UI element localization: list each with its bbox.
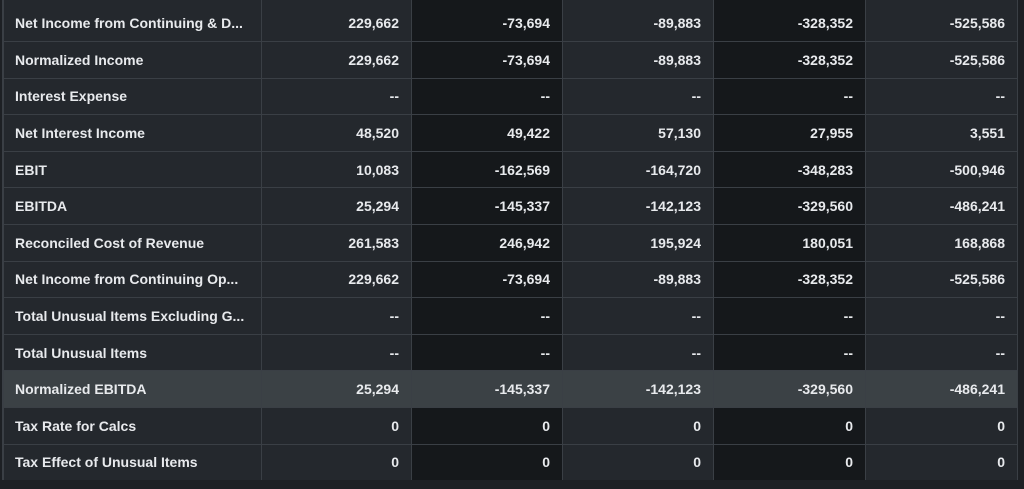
- row-value-col-2: --: [411, 77, 563, 116]
- row-value-col-4: -328,352: [713, 260, 866, 299]
- row-value-col-5: 0: [865, 406, 1018, 445]
- table-row[interactable]: EBIT 10,083 -162,569 -164,720 -348,283 -500,9…: [3, 150, 1018, 189]
- row-value-col-1: --: [261, 333, 412, 372]
- row-value-col-3: 57,130: [562, 114, 714, 152]
- row-label: Tax Rate for Calcs: [3, 406, 262, 445]
- row-value-col-4: 180,051: [713, 223, 866, 262]
- row-value-col-4: --: [713, 77, 866, 116]
- row-value-col-1: --: [261, 77, 412, 116]
- row-value-col-2: 0: [411, 443, 563, 482]
- row-value-col-3: -89,883: [562, 41, 714, 79]
- table-row[interactable]: Net Income from Continuing & D... 229,662…: [3, 0, 1018, 42]
- row-label: Net Income from Continuing & D...: [3, 0, 262, 42]
- row-value-col-5: --: [865, 297, 1018, 335]
- row-value-col-5: -500,946: [865, 150, 1018, 189]
- row-value-col-4: -328,352: [713, 0, 866, 42]
- row-value-col-3: --: [562, 333, 714, 372]
- row-value-col-4: 0: [713, 406, 866, 445]
- financials-table-container: Net Income from Continuing & D... 229,662…: [2, 0, 1018, 482]
- row-label: Normalized Income: [3, 41, 262, 79]
- row-value-col-5: -525,586: [865, 0, 1018, 42]
- row-label: Tax Effect of Unusual Items: [3, 443, 262, 482]
- row-value-col-1: 10,083: [261, 150, 412, 189]
- row-value-col-1: 229,662: [261, 41, 412, 79]
- row-value-col-2: 246,942: [411, 223, 563, 262]
- financials-table: Net Income from Continuing & D... 229,662…: [3, 0, 1018, 482]
- row-value-col-4: --: [713, 333, 866, 372]
- row-value-col-4: --: [713, 297, 866, 335]
- row-value-col-2: -73,694: [411, 260, 563, 299]
- bottom-margin: [0, 480, 1024, 489]
- row-label: Net Income from Continuing Op...: [3, 260, 262, 299]
- row-value-col-5: -525,586: [865, 41, 1018, 79]
- table-row[interactable]: Reconciled Cost of Revenue 261,583 246,942…: [3, 223, 1018, 262]
- row-value-col-2: 49,422: [411, 114, 563, 152]
- row-label: EBITDA: [3, 187, 262, 225]
- row-value-col-3: -142,123: [562, 370, 714, 408]
- row-value-col-3: 0: [562, 443, 714, 482]
- row-value-col-3: 195,924: [562, 223, 714, 262]
- row-value-col-5: --: [865, 333, 1018, 372]
- row-value-col-4: -329,560: [713, 370, 866, 408]
- row-value-col-5: 168,868: [865, 223, 1018, 262]
- row-value-col-1: 229,662: [261, 0, 412, 42]
- row-value-col-5: --: [865, 77, 1018, 116]
- row-label: EBIT: [3, 150, 262, 189]
- row-value-col-2: -145,337: [411, 370, 563, 408]
- row-label: Reconciled Cost of Revenue: [3, 223, 262, 262]
- row-value-col-2: -162,569: [411, 150, 563, 189]
- table-row[interactable]: Tax Rate for Calcs 0 0 0 0 0: [3, 406, 1018, 445]
- row-value-col-1: 0: [261, 406, 412, 445]
- table-row[interactable]: Net Interest Income 48,520 49,422 57,130 27,…: [3, 114, 1018, 152]
- table-row[interactable]: Normalized Income 229,662 -73,694 -89,883 -3…: [3, 41, 1018, 79]
- row-value-col-2: -73,694: [411, 0, 563, 42]
- row-label: Total Unusual Items Excluding G...: [3, 297, 262, 335]
- row-value-col-1: 229,662: [261, 260, 412, 299]
- row-value-col-1: 25,294: [261, 187, 412, 225]
- row-value-col-5: -486,241: [865, 187, 1018, 225]
- row-value-col-5: -486,241: [865, 370, 1018, 408]
- row-label: Interest Expense: [3, 77, 262, 116]
- row-value-col-4: 0: [713, 443, 866, 482]
- row-value-col-5: -525,586: [865, 260, 1018, 299]
- row-value-col-4: -329,560: [713, 187, 866, 225]
- row-value-col-4: -328,352: [713, 41, 866, 79]
- table-row[interactable]: Net Income from Continuing Op... 229,662-…: [3, 260, 1018, 299]
- row-value-col-2: 0: [411, 406, 563, 445]
- row-value-col-2: -73,694: [411, 41, 563, 79]
- row-value-col-5: 3,551: [865, 114, 1018, 152]
- row-value-col-1: 25,294: [261, 370, 412, 408]
- row-value-col-3: --: [562, 77, 714, 116]
- row-value-col-1: 0: [261, 443, 412, 482]
- row-value-col-3: --: [562, 297, 714, 335]
- table-row[interactable]: EBITDA 25,294 -145,337 -142,123 -329,560 -486…: [3, 187, 1018, 225]
- table-row[interactable]: Tax Effect of Unusual Items 0 0 0 0 0: [3, 443, 1018, 482]
- row-value-col-3: -89,883: [562, 0, 714, 42]
- row-value-col-2: -145,337: [411, 187, 563, 225]
- row-value-col-5: 0: [865, 443, 1018, 482]
- row-label: Total Unusual Items: [3, 333, 262, 372]
- table-row[interactable]: Total Unusual Items Excluding G... -- -- --…: [3, 297, 1018, 335]
- row-value-col-1: 261,583: [261, 223, 412, 262]
- row-value-col-1: --: [261, 297, 412, 335]
- table-row[interactable]: Total Unusual Items -- -- -- -- --: [3, 333, 1018, 372]
- row-label: Normalized EBITDA: [3, 370, 262, 408]
- table-row[interactable]: Normalized EBITDA 25,294 -145,337 -142,123-…: [3, 370, 1018, 408]
- row-value-col-3: -142,123: [562, 187, 714, 225]
- row-value-col-4: -348,283: [713, 150, 866, 189]
- row-value-col-2: --: [411, 297, 563, 335]
- row-value-col-4: 27,955: [713, 114, 866, 152]
- table-row[interactable]: Interest Expense -- -- -- -- --: [3, 77, 1018, 116]
- row-value-col-3: -164,720: [562, 150, 714, 189]
- row-label: Net Interest Income: [3, 114, 262, 152]
- row-value-col-1: 48,520: [261, 114, 412, 152]
- row-value-col-2: --: [411, 333, 563, 372]
- row-value-col-3: 0: [562, 406, 714, 445]
- row-value-col-3: -89,883: [562, 260, 714, 299]
